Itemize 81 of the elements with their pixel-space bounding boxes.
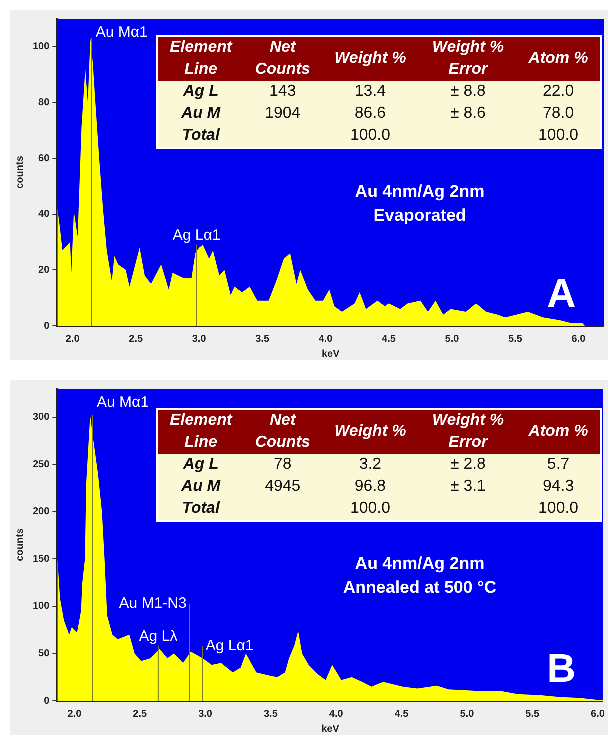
x-axis-title: keV bbox=[322, 724, 340, 735]
ref-line-label: Au Mα1 bbox=[97, 394, 150, 412]
x-tick-label: 2.5 bbox=[133, 708, 148, 720]
y-tick-label: 60 bbox=[38, 153, 50, 164]
annotation: 22.0 bbox=[542, 82, 576, 102]
annotation: Net Counts bbox=[254, 38, 312, 80]
x-tick-label: 6.0 bbox=[591, 708, 606, 720]
annotation: Total bbox=[181, 126, 222, 146]
text: B bbox=[547, 647, 576, 692]
x-tick-label: 4.0 bbox=[318, 334, 334, 345]
y-tick-label: 0 bbox=[44, 320, 50, 332]
annotation: 100.0 bbox=[538, 499, 580, 519]
y-tick-label: 250 bbox=[32, 459, 50, 470]
y-tick-label: 100 bbox=[32, 601, 50, 612]
annotation: 143 bbox=[268, 82, 298, 102]
y-tick-label: 150 bbox=[32, 554, 50, 565]
x-tick-label: 2.0 bbox=[68, 708, 82, 720]
annotation: 4945 bbox=[264, 477, 302, 497]
annotation: 94.3 bbox=[542, 477, 576, 497]
annotation: Element Line bbox=[168, 411, 234, 453]
annotation: 86.6 bbox=[354, 104, 388, 124]
text: Au 4nm/Ag 2nm Annealed at 500 °C bbox=[342, 553, 498, 599]
ref-line-label: Au M1-N3 bbox=[119, 594, 187, 612]
x-tick-label: 5.0 bbox=[445, 334, 460, 345]
annotation: Au M bbox=[180, 477, 222, 497]
y-tick-label: 80 bbox=[38, 97, 50, 108]
y-tick-label: 40 bbox=[38, 209, 50, 220]
ref-line-label: Ag Lλ bbox=[139, 628, 178, 646]
x-axis-title: keV bbox=[322, 348, 340, 360]
y-tick-label: 200 bbox=[32, 506, 50, 518]
annotation: Net Counts bbox=[254, 411, 312, 453]
annotation: Atom % bbox=[528, 49, 590, 69]
annotation: 100.0 bbox=[538, 126, 580, 146]
annotation: 78.0 bbox=[542, 104, 576, 124]
annotation: ± 8.6 bbox=[449, 104, 487, 124]
annotation: Ag L bbox=[182, 455, 220, 475]
ref-line-label: Ag Lα1 bbox=[206, 638, 254, 655]
x-tick-label: 4.5 bbox=[382, 334, 396, 345]
x-tick-label: 3.5 bbox=[256, 334, 270, 345]
annotation: Ag L bbox=[182, 82, 220, 102]
x-tick-label: 6.0 bbox=[572, 334, 586, 345]
annotation: Element Line bbox=[168, 38, 234, 80]
annotation: 13.4 bbox=[354, 82, 388, 102]
annotation: 78 bbox=[272, 455, 293, 475]
annotation: ± 3.1 bbox=[449, 477, 487, 497]
annotation: 3.2 bbox=[358, 455, 383, 475]
x-tick-label: 3.5 bbox=[264, 708, 278, 720]
annotation: Atom % bbox=[528, 422, 590, 442]
annotation: 5.7 bbox=[546, 455, 571, 475]
y-tick-label: 50 bbox=[38, 648, 50, 660]
x-tick-label: 5.0 bbox=[460, 708, 475, 720]
y-tick-label: 100 bbox=[32, 42, 50, 53]
annotation: 100.0 bbox=[349, 126, 392, 146]
annotation: Au M bbox=[180, 104, 222, 124]
x-tick-label: 2.5 bbox=[129, 334, 144, 345]
x-tick-label: 5.5 bbox=[526, 708, 540, 720]
x-tick-label: 4.5 bbox=[394, 708, 410, 720]
x-tick-label: 2.0 bbox=[66, 334, 80, 345]
y-tick-label: 300 bbox=[32, 412, 50, 424]
y-axis-title: counts bbox=[14, 528, 26, 562]
ref-line-label: Au Mα1 bbox=[96, 24, 148, 42]
x-tick-label: 3.0 bbox=[198, 708, 213, 720]
annotation: 100.0 bbox=[349, 499, 392, 519]
x-tick-label: 3.0 bbox=[192, 334, 207, 345]
ref-line-label: Ag Lα1 bbox=[172, 226, 221, 244]
annotation: Weight % Error bbox=[431, 38, 506, 80]
annotation: ± 2.8 bbox=[449, 455, 487, 475]
annotation: 1904 bbox=[264, 104, 302, 124]
x-tick-label: 4.0 bbox=[329, 708, 344, 720]
text: Au 4nm/Ag 2nm Evaporated bbox=[354, 181, 486, 227]
y-tick-label: 20 bbox=[38, 264, 50, 276]
y-axis-title: counts bbox=[14, 156, 26, 189]
annotation: Weight % Error bbox=[431, 411, 506, 453]
annotation: Weight % bbox=[334, 422, 408, 442]
y-tick-label: 0 bbox=[44, 696, 50, 707]
text: A bbox=[547, 272, 576, 317]
x-tick-label: 5.5 bbox=[508, 334, 523, 345]
annotation: Weight % bbox=[334, 49, 408, 69]
annotation: Total bbox=[181, 499, 222, 519]
annotation: 96.8 bbox=[354, 477, 388, 497]
annotation: ± 8.8 bbox=[449, 82, 487, 102]
